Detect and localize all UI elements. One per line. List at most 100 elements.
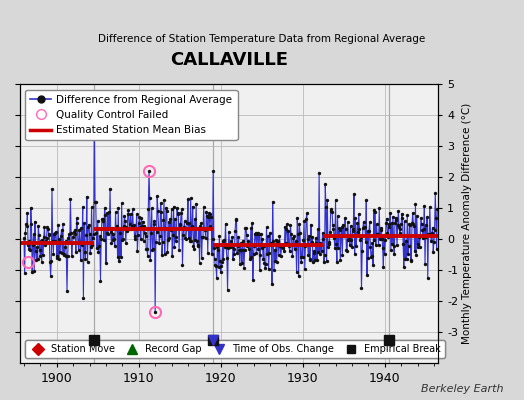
Point xyxy=(199,234,207,241)
Point xyxy=(104,209,113,215)
Point xyxy=(117,200,126,206)
Point xyxy=(353,220,362,226)
Point xyxy=(305,256,314,263)
Point xyxy=(385,224,394,230)
Point xyxy=(297,259,305,266)
Point xyxy=(286,221,294,228)
Point xyxy=(149,246,157,252)
Point xyxy=(28,269,36,275)
Point xyxy=(431,190,440,196)
Point xyxy=(329,222,337,229)
Point xyxy=(391,220,399,226)
Point xyxy=(151,309,159,315)
Point xyxy=(287,231,296,238)
Point xyxy=(306,256,314,263)
Point xyxy=(277,244,286,250)
Point xyxy=(61,244,69,250)
Point xyxy=(111,243,119,250)
Point xyxy=(132,226,140,232)
Point xyxy=(87,243,95,250)
Point xyxy=(324,241,333,247)
Point xyxy=(378,245,387,251)
Point xyxy=(234,242,242,249)
Point xyxy=(79,204,87,210)
Point xyxy=(24,242,32,248)
Point xyxy=(312,240,321,246)
Point xyxy=(71,231,80,237)
Point xyxy=(97,236,105,242)
Point xyxy=(174,210,182,216)
Point xyxy=(202,235,210,241)
Point xyxy=(232,217,240,223)
Point xyxy=(131,233,139,239)
Point xyxy=(374,231,382,237)
Point xyxy=(404,251,412,257)
Point xyxy=(275,233,283,239)
Point xyxy=(322,204,330,211)
Point xyxy=(204,214,213,220)
Point xyxy=(99,216,107,222)
Point xyxy=(348,244,356,250)
Point xyxy=(238,260,246,266)
Point xyxy=(249,251,258,257)
Point xyxy=(319,236,328,242)
Point xyxy=(332,240,341,247)
Point xyxy=(397,221,405,228)
Point xyxy=(85,231,94,237)
Point xyxy=(208,251,216,257)
Point xyxy=(276,243,285,249)
Point xyxy=(194,242,202,249)
Point xyxy=(378,236,386,242)
Point xyxy=(297,254,305,260)
Point xyxy=(419,235,427,241)
Point xyxy=(340,232,348,239)
Point xyxy=(418,226,427,233)
Point xyxy=(106,229,115,235)
Point xyxy=(47,272,55,279)
Point xyxy=(157,200,165,207)
Point xyxy=(371,208,379,215)
Point xyxy=(367,254,375,260)
Point xyxy=(153,193,161,200)
Point xyxy=(238,238,247,244)
Point xyxy=(383,216,391,222)
Point xyxy=(183,220,191,226)
Point xyxy=(233,250,242,256)
Point xyxy=(40,234,48,240)
Point xyxy=(126,221,134,228)
Point xyxy=(206,210,215,217)
Point xyxy=(96,278,105,284)
Point xyxy=(149,221,158,227)
Point xyxy=(42,235,51,241)
Point xyxy=(180,218,189,224)
Point xyxy=(129,224,137,230)
Point xyxy=(108,225,116,231)
Point xyxy=(151,239,160,246)
Point xyxy=(429,249,438,255)
Point xyxy=(393,242,401,248)
Point xyxy=(59,221,67,227)
Point xyxy=(70,229,78,235)
Point xyxy=(284,228,292,234)
Point xyxy=(399,241,407,248)
Point xyxy=(50,231,58,237)
Point xyxy=(25,246,33,252)
Point xyxy=(398,211,406,217)
Point xyxy=(145,168,153,174)
Point xyxy=(411,201,420,208)
Point xyxy=(352,243,360,250)
Point xyxy=(275,252,283,258)
Y-axis label: Monthly Temperature Anomaly Difference (°C): Monthly Temperature Anomaly Difference (… xyxy=(462,103,472,344)
Point xyxy=(88,204,96,210)
Point xyxy=(355,226,364,232)
Point xyxy=(126,211,135,217)
Point xyxy=(127,226,135,232)
Point xyxy=(227,244,236,250)
Point xyxy=(66,238,74,245)
Point xyxy=(188,222,196,229)
Point xyxy=(74,239,82,245)
Point xyxy=(411,248,419,254)
Point xyxy=(216,269,225,275)
Point xyxy=(128,223,136,229)
Point xyxy=(133,248,141,255)
